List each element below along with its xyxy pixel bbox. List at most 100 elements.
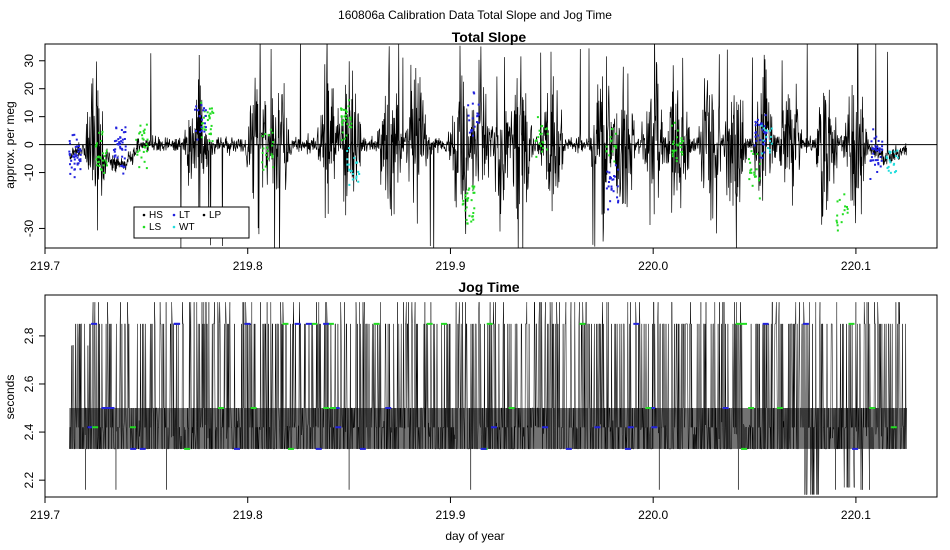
calibration-point	[677, 144, 680, 147]
legend-label: WT	[179, 222, 195, 233]
calibration-point	[477, 103, 480, 106]
calibration-point	[893, 162, 896, 165]
calibration-point	[200, 122, 203, 125]
legend-marker	[142, 225, 146, 229]
calibration-point	[475, 121, 478, 124]
calibration-point	[675, 149, 678, 152]
calibration-point	[272, 166, 275, 169]
calibration-point	[617, 199, 620, 202]
calibration-point	[764, 131, 767, 134]
level-marker	[645, 407, 652, 410]
calibration-point	[135, 138, 138, 141]
level-marker	[323, 322, 330, 325]
calibration-point	[208, 139, 211, 142]
plot-frame	[44, 294, 938, 498]
calibration-point	[889, 151, 892, 154]
calibration-point	[204, 114, 207, 117]
calibration-point	[461, 203, 464, 206]
calibration-point	[138, 166, 141, 169]
total-slope-panel: Total Slope approx. per meg 219.7 219.8 21…	[3, 29, 938, 273]
calibration-point	[671, 149, 674, 152]
calibration-point	[204, 128, 207, 131]
calibration-point	[874, 159, 877, 162]
level-marker	[762, 322, 769, 325]
calibration-point	[211, 110, 214, 113]
calibration-point	[473, 191, 476, 194]
calibration-point	[119, 147, 122, 150]
calibration-point	[535, 139, 538, 142]
y-tick-label: 2.4	[22, 423, 36, 440]
calibration-point	[104, 152, 107, 155]
calibration-point	[124, 148, 127, 151]
calibration-point	[473, 185, 476, 188]
calibration-point	[476, 112, 479, 115]
calibration-point	[889, 161, 892, 164]
calibration-point	[271, 155, 274, 158]
calibration-point	[142, 150, 145, 153]
calibration-point	[124, 126, 127, 129]
calibration-point	[768, 151, 771, 154]
jog-time-ylabel: seconds	[3, 375, 17, 420]
level-marker	[244, 322, 251, 325]
calibration-point	[473, 92, 476, 95]
calibration-point	[541, 124, 544, 127]
calibration-point	[835, 219, 838, 222]
calibration-point	[202, 116, 205, 119]
level-marker	[330, 407, 337, 410]
calibration-point	[71, 134, 74, 137]
legend-box	[133, 206, 250, 239]
calibration-point	[671, 155, 674, 158]
calibration-point	[345, 116, 348, 119]
calibration-point	[874, 147, 877, 150]
level-marker	[91, 322, 98, 325]
calibration-point	[617, 168, 620, 171]
calibration-point	[877, 162, 880, 165]
level-marker	[139, 447, 146, 450]
calibration-point	[346, 149, 349, 152]
calibration-point	[97, 160, 100, 163]
calibration-point	[767, 147, 770, 150]
level-marker	[130, 447, 137, 450]
level-marker	[748, 407, 755, 410]
calibration-point	[142, 138, 145, 141]
calibration-point	[608, 177, 611, 180]
calibration-point	[893, 150, 896, 153]
total-slope-data	[45, 44, 937, 248]
calibration-point	[143, 128, 146, 131]
calibration-point	[680, 137, 683, 140]
calibration-point	[765, 129, 768, 132]
calibration-point	[870, 159, 873, 162]
calibration-point	[878, 150, 881, 153]
calibration-point	[208, 114, 211, 117]
x-tick-label: 219.9	[435, 259, 465, 273]
calibration-point	[142, 130, 145, 133]
level-marker	[217, 407, 224, 410]
calibration-point	[873, 147, 876, 150]
calibration-point	[616, 196, 619, 199]
calibration-point	[535, 155, 538, 158]
calibration-point	[617, 201, 620, 204]
calibration-point	[472, 211, 475, 214]
calibration-point	[768, 148, 771, 151]
calibration-point	[96, 164, 99, 167]
calibration-point	[896, 156, 899, 159]
level-marker	[234, 447, 241, 450]
calibration-point	[203, 125, 206, 128]
calibration-point	[545, 127, 548, 130]
calibration-point	[112, 148, 115, 151]
level-marker	[486, 322, 493, 325]
calibration-point	[124, 145, 127, 148]
calibration-point	[464, 209, 467, 212]
calibration-point	[145, 142, 148, 145]
calibration-point	[69, 163, 72, 166]
calibration-point	[895, 170, 898, 173]
calibration-point	[613, 145, 616, 148]
calibration-point	[194, 129, 197, 132]
level-marker	[848, 322, 855, 325]
calibration-point	[200, 129, 203, 132]
calibration-point	[204, 126, 207, 129]
calibration-point	[114, 148, 117, 151]
calibration-point	[758, 197, 761, 200]
calibration-point	[471, 129, 474, 132]
calibration-point	[613, 175, 616, 178]
